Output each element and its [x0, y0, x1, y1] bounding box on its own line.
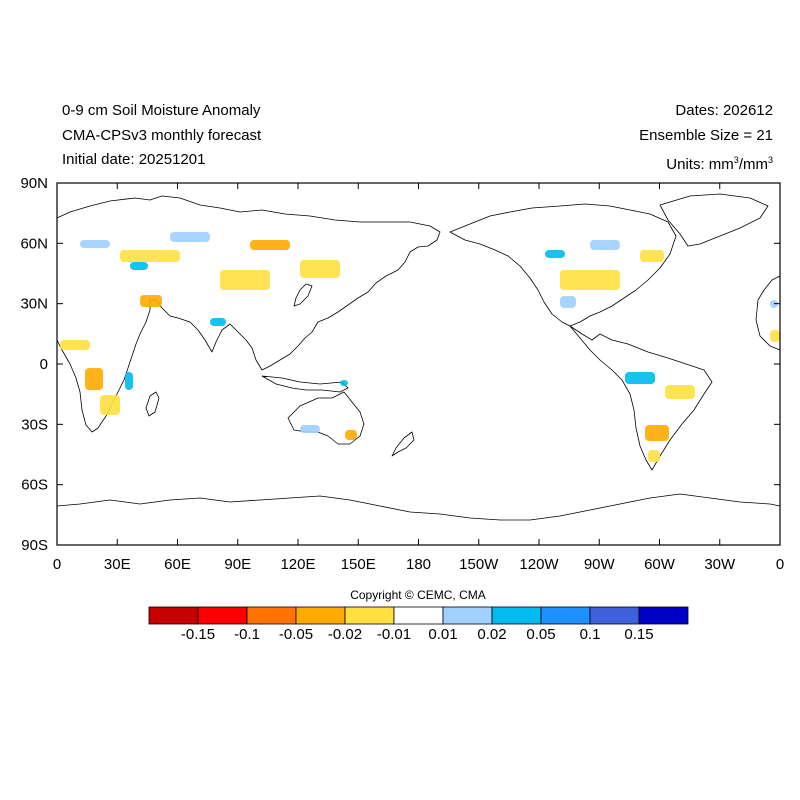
anomaly-patch [340, 380, 348, 386]
anomaly-shading [60, 232, 780, 462]
anomaly-patch [625, 372, 655, 384]
colorbar-label: 0.15 [624, 626, 654, 643]
colorbar-label: 0.05 [526, 626, 556, 643]
coastline-south-america [569, 325, 713, 471]
anomaly-patch [170, 232, 210, 242]
coastline-new-zealand [391, 431, 415, 457]
anomaly-patch [545, 250, 565, 258]
lat-tick-label: 90S [21, 537, 48, 554]
colorbar-swatch [344, 606, 395, 625]
coastline-west-africa-edge [755, 275, 781, 351]
colorbar-swatch [540, 606, 591, 625]
lat-tick-label: 30N [20, 296, 48, 313]
anomaly-patch [120, 250, 180, 262]
lon-tick-label: 0 [53, 556, 61, 573]
anomaly-patch [80, 240, 110, 248]
lon-tick-label: 0 [776, 556, 784, 573]
anomaly-patch [560, 296, 576, 308]
anomaly-patch [770, 330, 780, 342]
units-label: Units: mm3/mm3 [666, 155, 773, 173]
colorbar-swatch [295, 606, 346, 625]
map-title: 0-9 cm Soil Moisture Anomaly [62, 102, 261, 119]
colorbar-label: -0.01 [376, 626, 412, 643]
anomaly-patch [125, 372, 133, 390]
lat-tick-label: 90N [20, 175, 48, 192]
lon-tick-label: 30E [104, 556, 131, 573]
colorbar-swatch [148, 606, 199, 625]
colorbar-label: 0.02 [477, 626, 507, 643]
colorbar-label: -0.05 [278, 626, 314, 643]
lon-tick-label: 180 [406, 556, 431, 573]
anomaly-patch [560, 270, 620, 290]
coastline-greenland [659, 193, 769, 247]
anomaly-patch [300, 260, 340, 278]
anomaly-patch [590, 240, 620, 250]
colorbar [148, 606, 689, 625]
colorbar-swatch [491, 606, 542, 625]
coastline-madagascar [145, 391, 160, 417]
colorbar-label: -0.15 [180, 626, 216, 643]
lat-tick-label: 60N [20, 235, 48, 252]
anomaly-patch [60, 340, 90, 350]
colorbar-label: 0.01 [428, 626, 458, 643]
anomaly-patch [345, 430, 357, 440]
lon-tick-label: 60E [164, 556, 191, 573]
anomaly-patch [648, 450, 660, 462]
initial-date: Initial date: 20251201 [62, 151, 206, 168]
lon-tick-label: 90W [584, 556, 616, 573]
lon-tick-label: 60W [644, 556, 676, 573]
colorbar-label: -0.1 [234, 626, 260, 643]
lon-tick-label: 30W [704, 556, 736, 573]
colorbar-swatch [246, 606, 297, 625]
coastline-indonesia [261, 375, 349, 393]
anomaly-patch [220, 270, 270, 290]
coastline-japan [293, 283, 313, 307]
anomaly-patch [85, 368, 103, 390]
coastline-antarctica [56, 493, 781, 521]
latitude-axis: 90N 60N 30N 0 30S 60S 90S [20, 175, 780, 554]
colorbar-swatch [197, 606, 248, 625]
colorbar-swatch [393, 606, 444, 625]
lon-tick-label: 150E [341, 556, 376, 573]
anomaly-patch [640, 250, 664, 262]
colorbar-label: 0.1 [579, 626, 601, 643]
lon-tick-label: 120E [280, 556, 315, 573]
forecast-dates: Dates: 202612 [675, 102, 773, 119]
lon-tick-label: 150W [459, 556, 499, 573]
forecast-name: CMA-CPSv3 monthly forecast [62, 127, 262, 144]
ensemble-size: Ensemble Size = 21 [639, 127, 773, 144]
lat-tick-label: 60S [21, 477, 48, 494]
lon-tick-label: 120W [519, 556, 559, 573]
colorbar-swatch [638, 606, 689, 625]
copyright-note: Copyright © CEMC, CMA [350, 588, 486, 602]
lon-tick-label: 90E [224, 556, 251, 573]
longitude-axis: 0 30E 60E 90E 120E 150E 180 150W 120W 90W 60W 30W 0 [53, 183, 784, 573]
anomaly-patch [130, 262, 148, 270]
anomaly-patch [100, 395, 120, 415]
anomaly-patch [300, 425, 320, 433]
lat-tick-label: 0 [40, 356, 48, 373]
colorbar-swatch [442, 606, 493, 625]
anomaly-patch [250, 240, 290, 250]
colorbar-swatch [589, 606, 640, 625]
anomaly-patch [645, 425, 669, 441]
continent-outlines [56, 193, 781, 521]
anomaly-patch [210, 318, 226, 326]
map-frame [56, 182, 781, 546]
lat-tick-label: 30S [21, 416, 48, 433]
anomaly-patch [665, 385, 695, 399]
coastline-north-america [449, 203, 677, 327]
anomaly-patch [140, 295, 162, 307]
colorbar-label: -0.02 [327, 626, 363, 643]
